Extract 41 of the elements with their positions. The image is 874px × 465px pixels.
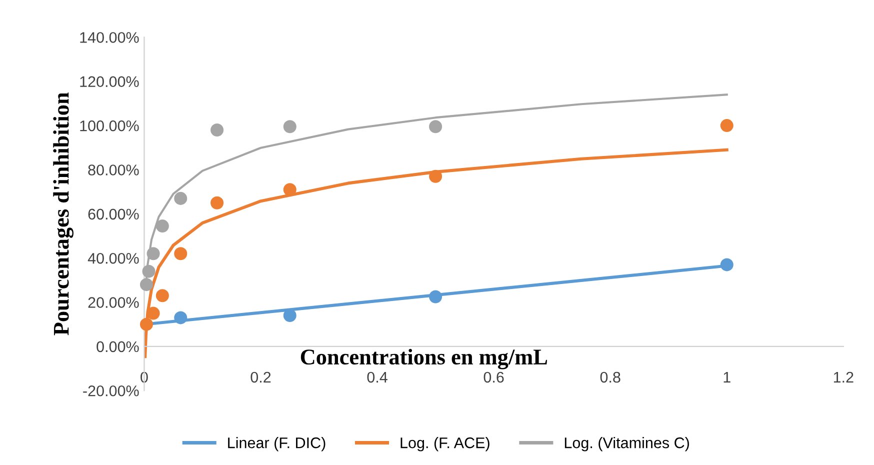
- point: [283, 120, 296, 134]
- legend-label: Log. (F. ACE): [400, 437, 490, 452]
- point: [720, 119, 734, 132]
- legend-label: Linear (F. DIC): [228, 437, 326, 452]
- legend-label: Log. (Vitamines C): [564, 437, 689, 452]
- point: [140, 318, 153, 331]
- y-tick-label: 40.00%: [88, 252, 139, 264]
- point: [156, 220, 169, 233]
- y-tick-label: 80.00%: [88, 164, 139, 176]
- point: [429, 120, 442, 134]
- point: [283, 183, 296, 196]
- x-tick-label: 0.4: [367, 372, 388, 383]
- point: [174, 192, 188, 205]
- x-tick-label: 0.8: [600, 372, 620, 383]
- x-axis-title: Concentrations en mg/mL: [300, 348, 548, 370]
- y-tick-label: 120.00%: [80, 76, 139, 88]
- y-tick-label: -20.00%: [83, 385, 139, 396]
- x-tick-label: 1: [724, 372, 730, 382]
- x-tick-label: 0.2: [250, 372, 271, 383]
- point: [429, 290, 442, 304]
- x-tick-label: 0.6: [484, 372, 504, 383]
- point: [283, 309, 296, 322]
- y-axis-title: Pourcentages d'inhibition: [53, 92, 74, 336]
- x-tick-label: 1.2: [834, 372, 854, 382]
- point: [146, 247, 160, 260]
- point: [142, 264, 156, 278]
- y-tick-label: 60.00%: [88, 208, 139, 220]
- y-tick-label: 0.00%: [96, 341, 139, 352]
- y-tick-label: 20.00%: [88, 297, 139, 308]
- y-tick-label: 140.00%: [80, 32, 139, 43]
- point: [210, 123, 224, 136]
- point: [174, 311, 188, 324]
- point: [156, 289, 169, 302]
- point: [720, 258, 734, 272]
- point: [210, 196, 224, 210]
- point: [174, 247, 188, 260]
- y-tick-label: 100.00%: [80, 120, 139, 132]
- point: [429, 170, 442, 183]
- point: [146, 306, 160, 320]
- point: [140, 278, 153, 292]
- x-tick-label: 0: [140, 372, 148, 383]
